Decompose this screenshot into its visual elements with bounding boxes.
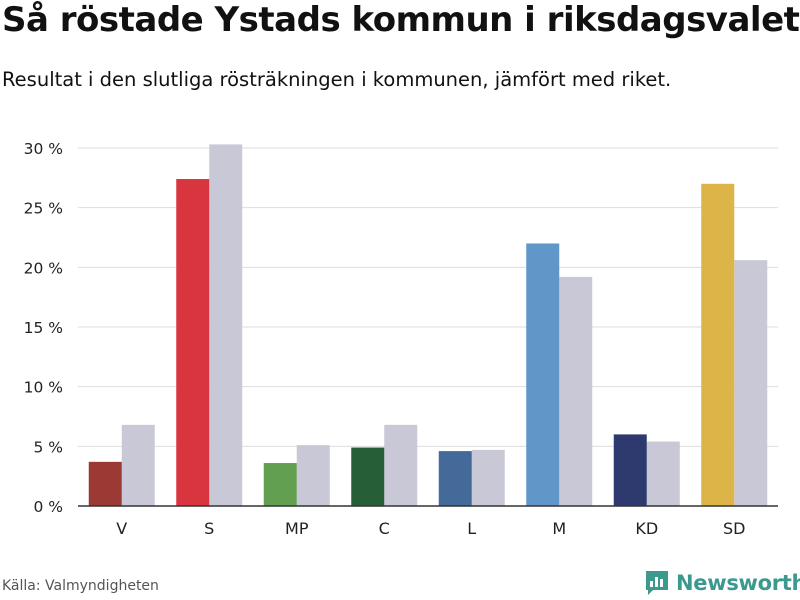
bar-riket-c [384,424,418,506]
y-tick-label: 5 % [33,438,63,456]
y-tick-label: 30 % [24,140,63,158]
y-tick-label: 15 % [24,319,63,337]
chart-title: Så röstade Ystads kommun i riksdagsvalet [2,0,800,40]
x-tick-label: L [467,519,476,538]
bar-riket-sd [734,260,768,506]
bar-kommun-c [351,447,385,506]
x-tick-label: KD [635,519,658,538]
bar-riket-s [209,144,243,507]
y-tick-label: 20 % [24,259,63,277]
bar-kommun-s [176,179,210,506]
bar-riket-l [471,449,505,506]
x-tick-label: V [116,519,127,538]
bar-riket-kd [646,441,680,506]
newsworthy-logo[interactable]: Newsworthy [644,569,800,597]
bar-riket-m [559,276,593,506]
brand-name: Newsworthy [676,571,800,595]
source-note: Källa: Valmyndigheten [2,578,159,594]
y-tick-label: 10 % [24,379,63,397]
bar-kommun-m [526,243,560,506]
x-axis: V S MP C L M KD SD [78,505,778,538]
x-tick-label: C [379,519,390,538]
bar-kommun-l [438,451,472,506]
x-tick-label: MP [285,519,309,538]
bar-riket-v [121,424,155,506]
chart-subtitle: Resultat i den slutliga rösträkningen i … [2,68,672,91]
y-tick-label: 0 % [33,498,63,516]
bar-kommun-sd [701,183,735,507]
y-axis: 0 % 5 % 10 % 15 % 20 % 25 % 30 % [24,140,63,516]
x-tick-label: SD [723,519,745,538]
bars [88,144,768,507]
bar-kommun-kd [613,434,647,506]
bar-chart: 0 % 5 % 10 % 15 % 20 % 25 % 30 % V S MP C L M KD SD [24,140,778,538]
x-tick-label: M [552,519,566,538]
bar-kommun-v [88,461,122,506]
bar-kommun-mp [263,463,297,506]
bar-riket-mp [296,445,330,506]
bar-chart-icon [646,571,668,595]
x-tick-label: S [204,519,214,538]
y-tick-label: 25 % [24,200,63,218]
